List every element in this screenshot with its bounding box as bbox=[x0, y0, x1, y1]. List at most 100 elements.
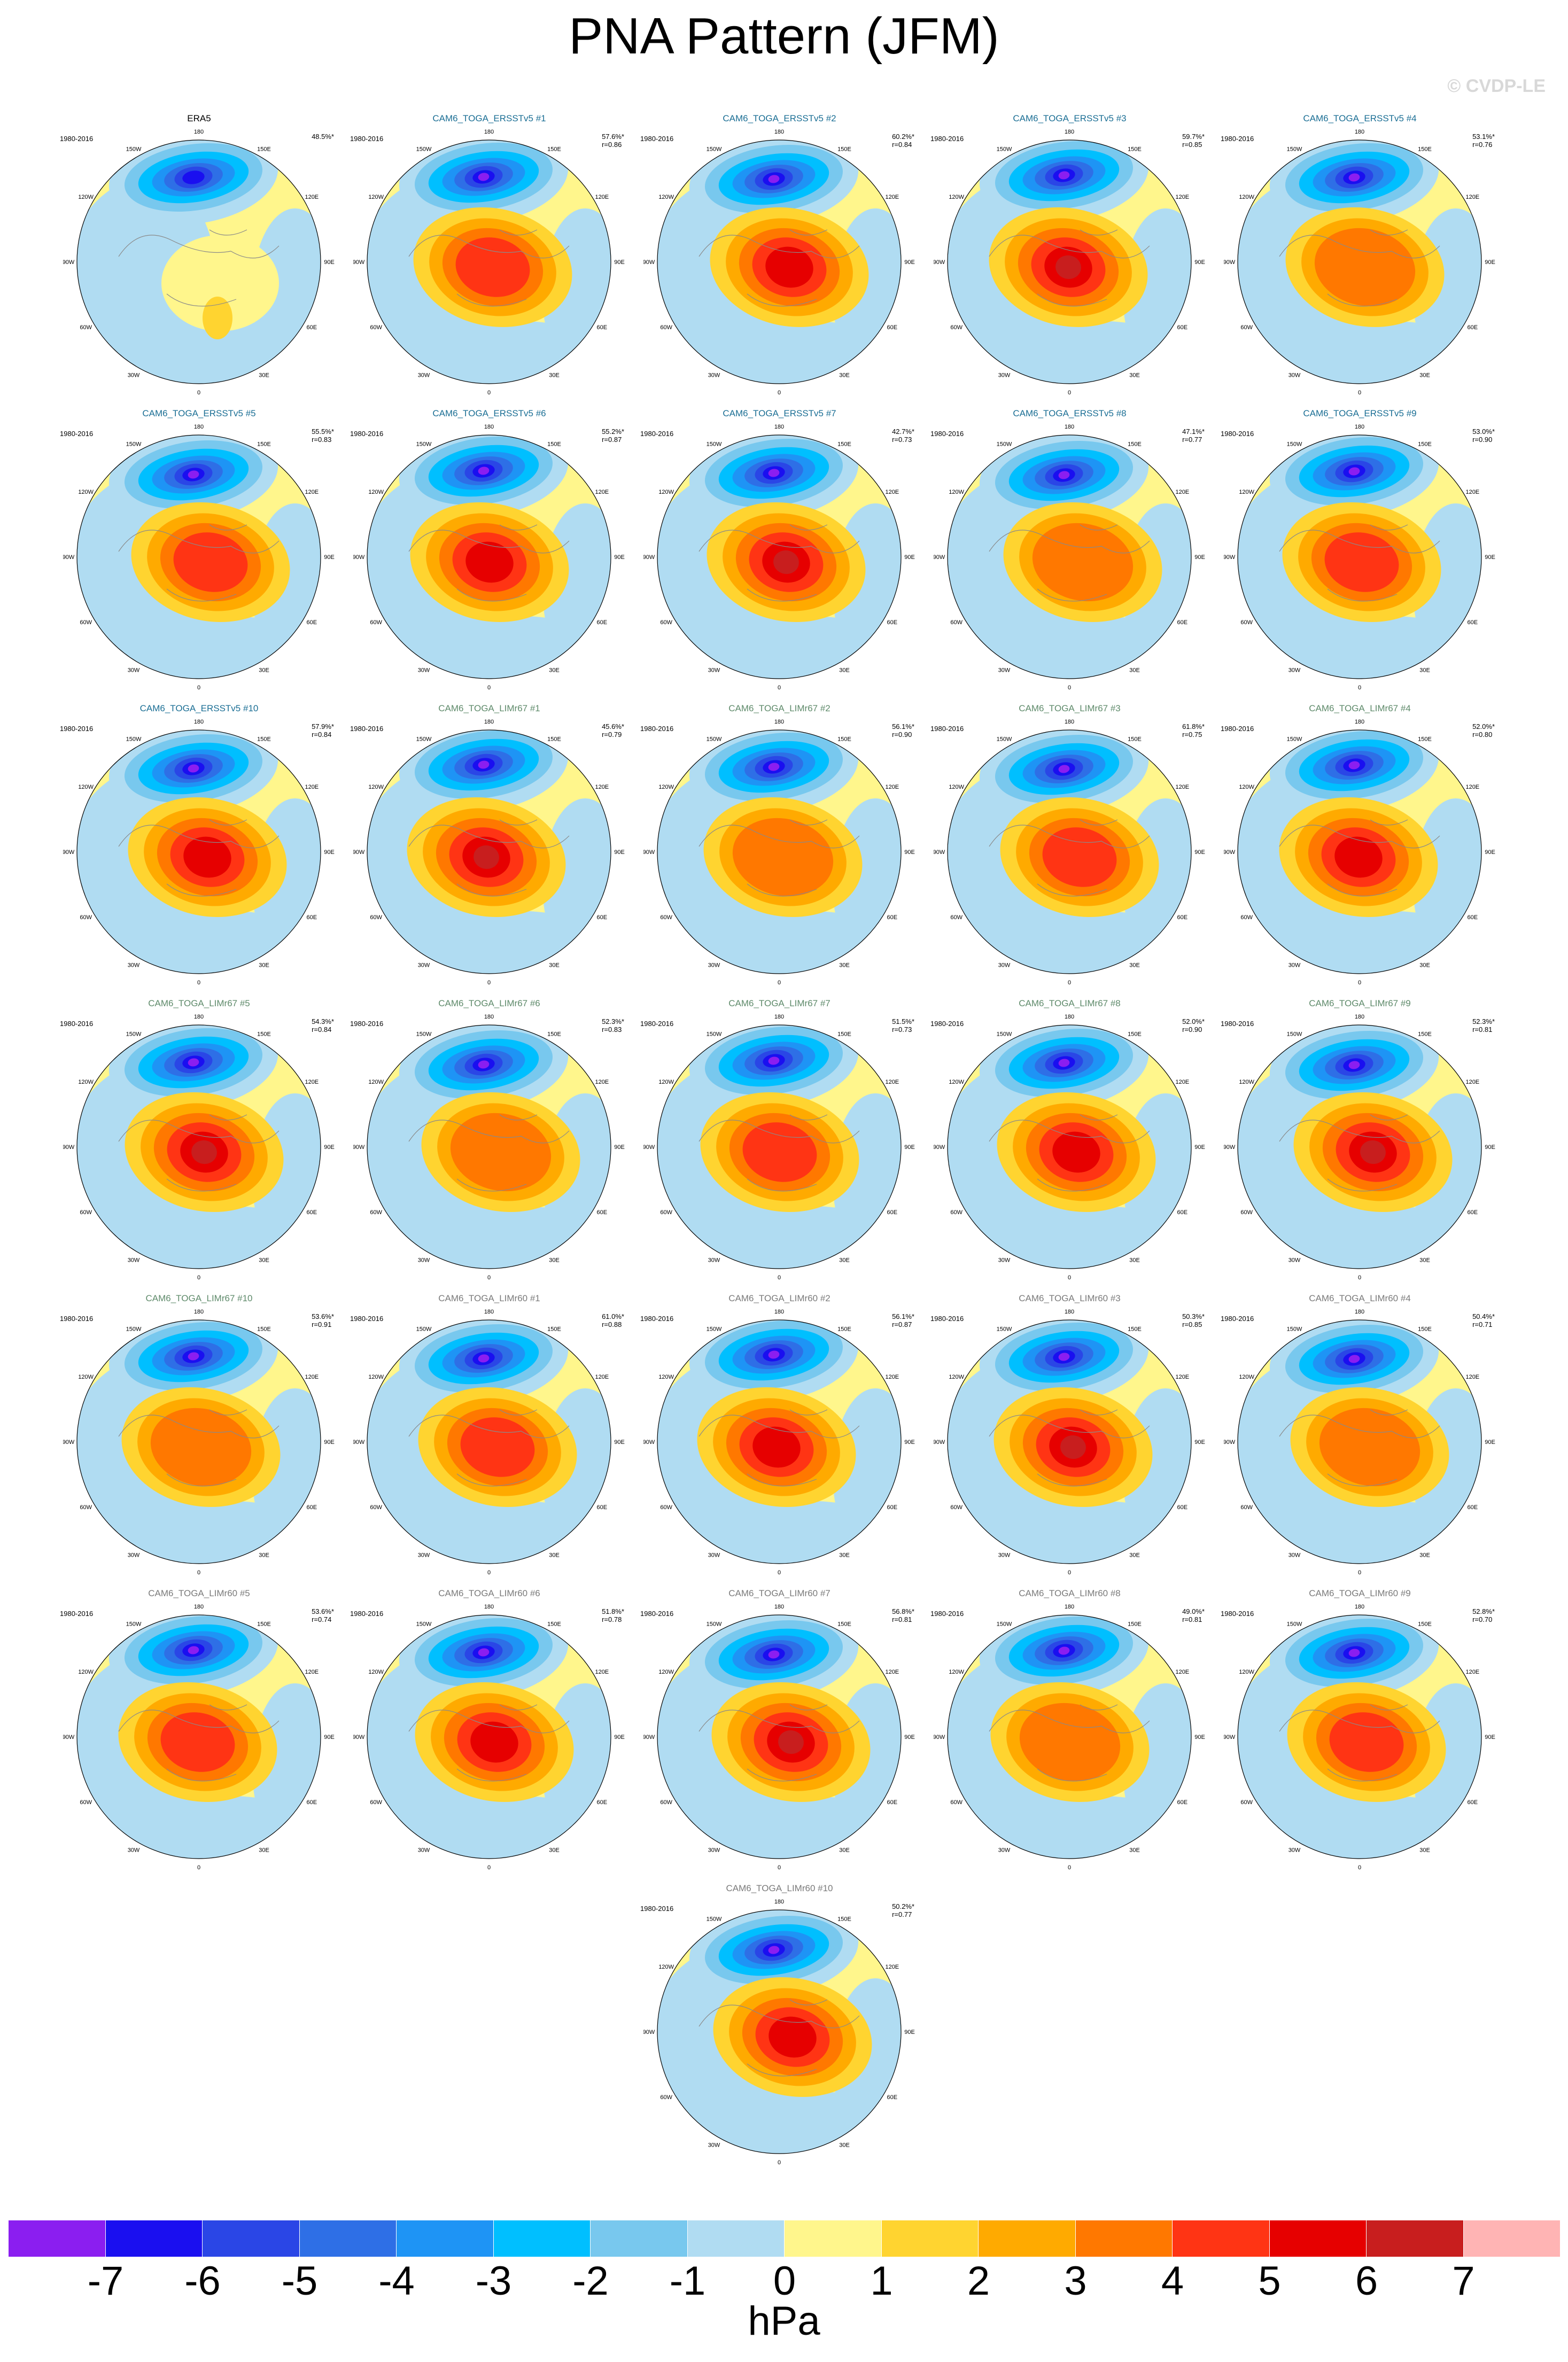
longitude-label: 120E bbox=[885, 1669, 899, 1675]
coastline bbox=[1279, 1409, 1440, 1487]
longitude-label: 30E bbox=[839, 962, 850, 968]
map-boundary bbox=[657, 434, 902, 679]
longitude-label: 150E bbox=[1418, 1031, 1432, 1038]
high-pressure-contour bbox=[1032, 523, 1134, 602]
longitude-label: 60E bbox=[1177, 1504, 1188, 1511]
polar-map: 180 150E 120E 90E 60E 30E 0 30W 60W 90W 120W 150W bbox=[63, 424, 335, 691]
panel-title: CAM6_TOGA_LIMr67 #6 bbox=[438, 998, 540, 1008]
longitude-label: 0 bbox=[778, 685, 781, 691]
coastline bbox=[118, 1409, 280, 1487]
longitude-label: 90E bbox=[904, 259, 915, 266]
variance-explained: 52.3%* bbox=[1472, 1017, 1495, 1025]
longitude-label: 60W bbox=[660, 324, 672, 331]
low-pressure-contour bbox=[188, 1058, 199, 1067]
longitude-label: 180 bbox=[774, 1604, 784, 1610]
panel-title: CAM6_TOGA_LIMr60 #4 bbox=[1309, 1293, 1411, 1303]
longitude-label: 90W bbox=[353, 259, 365, 266]
polar-map: 180 150E 120E 90E 60E 30E 0 30W 60W 90W 120W 150W bbox=[643, 1014, 915, 1281]
longitude-label: 150E bbox=[547, 1031, 561, 1038]
longitude-label: 90W bbox=[1224, 1439, 1236, 1446]
coastline bbox=[1279, 229, 1440, 307]
panel-years: 1980-2016 bbox=[930, 135, 964, 143]
longitude-label: 150W bbox=[416, 1326, 432, 1333]
longitude-label: 30E bbox=[1419, 1847, 1430, 1853]
map-panel: 180 150E 120E 90E 60E 30E 0 30W 60W 90W 120W 150W CA… bbox=[924, 113, 1215, 405]
longitude-label: 90W bbox=[1224, 849, 1236, 856]
pattern-correlation: r=0.90 bbox=[892, 731, 912, 739]
longitude-label: 30E bbox=[549, 1552, 560, 1558]
panel-stats: 50.4%* r=0.71 bbox=[1472, 1312, 1495, 1328]
longitude-label: 90E bbox=[614, 554, 625, 561]
panel-title: CAM6_TOGA_ERSSTv5 #4 bbox=[1303, 113, 1417, 123]
longitude-label: 90E bbox=[614, 849, 625, 856]
variance-explained: 52.0%* bbox=[1182, 1017, 1205, 1025]
longitude-label: 150W bbox=[1287, 736, 1302, 743]
longitude-label: 120E bbox=[1465, 784, 1479, 790]
polar-map: 180 150E 120E 90E 60E 30E 0 30W 60W 90W 120W 150W bbox=[1224, 129, 1495, 396]
longitude-label: 30W bbox=[128, 1847, 140, 1853]
low-pressure-contour bbox=[478, 1354, 490, 1363]
low-pressure-contour bbox=[768, 1946, 780, 1954]
longitude-label: 30E bbox=[1419, 1552, 1430, 1558]
polar-map: 180 150E 120E 90E 60E 30E 0 30W 60W 90W 120W 150W bbox=[643, 1899, 915, 2166]
map-boundary bbox=[947, 1024, 1192, 1269]
longitude-label: 120E bbox=[595, 194, 609, 200]
longitude-label: 120W bbox=[368, 1374, 384, 1380]
panel-title: CAM6_TOGA_LIMr67 #4 bbox=[1309, 703, 1411, 713]
longitude-label: 60W bbox=[1240, 619, 1253, 626]
colorbar-tick-label: -6 bbox=[184, 2258, 221, 2304]
panel-years: 1980-2016 bbox=[60, 1315, 94, 1323]
polar-map: 180 150E 120E 90E 60E 30E 0 30W 60W 90W 120W 150W bbox=[353, 719, 625, 986]
panel-title: CAM6_TOGA_LIMr60 #10 bbox=[726, 1883, 833, 1893]
map-panel: 180 150E 120E 90E 60E 30E 0 30W 60W 90W 120W 150W CA… bbox=[344, 998, 635, 1289]
longitude-label: 30W bbox=[708, 667, 720, 673]
panel-title: CAM6_TOGA_ERSSTv5 #6 bbox=[432, 408, 546, 418]
longitude-label: 30E bbox=[259, 372, 269, 378]
colorbar-swatch bbox=[299, 2220, 397, 2257]
map-panel: 180 150E 120E 90E 60E 30E 0 30W 60W 90W 120W 150W CA… bbox=[634, 998, 925, 1289]
map-panel: 180 150E 120E 90E 60E 30E 0 30W 60W 90W 120W 150W CA… bbox=[53, 1588, 345, 1879]
low-pressure-contour bbox=[1348, 761, 1360, 770]
variance-explained: 61.0%* bbox=[602, 1312, 624, 1320]
panel-years: 1980-2016 bbox=[640, 1610, 674, 1618]
longitude-label: 30E bbox=[259, 667, 269, 673]
polar-map: 180 150E 120E 90E 60E 30E 0 30W 60W 90W 120W 150W bbox=[63, 1014, 335, 1281]
high-pressure-contour bbox=[1055, 255, 1081, 279]
longitude-label: 0 bbox=[197, 1275, 200, 1281]
longitude-label: 150E bbox=[1128, 1326, 1142, 1333]
longitude-label: 60E bbox=[1177, 324, 1188, 331]
panel-years: 1980-2016 bbox=[930, 1610, 964, 1618]
panel-title: CAM6_TOGA_ERSSTv5 #1 bbox=[432, 113, 546, 123]
longitude-label: 150E bbox=[1128, 1031, 1142, 1038]
pattern-correlation: r=0.78 bbox=[602, 1615, 622, 1623]
longitude-label: 90W bbox=[643, 1144, 655, 1151]
longitude-label: 150E bbox=[1128, 441, 1142, 448]
longitude-label: 150W bbox=[997, 1031, 1012, 1038]
longitude-label: 150E bbox=[837, 736, 851, 743]
high-pressure-contour bbox=[732, 818, 834, 897]
longitude-label: 180 bbox=[1065, 1014, 1074, 1020]
map-panel: 180 150E 120E 90E 60E 30E 0 30W 60W 90W 120W 150W CA… bbox=[53, 1293, 345, 1584]
map-panel: 180 150E 120E 90E 60E 30E 0 30W 60W 90W 120W 150W CA… bbox=[924, 703, 1215, 994]
colorbar-tick-label: -7 bbox=[87, 2258, 124, 2304]
longitude-label: 90E bbox=[1485, 1144, 1495, 1151]
panel-stats: 50.3%* r=0.85 bbox=[1182, 1312, 1205, 1328]
longitude-label: 150E bbox=[837, 1326, 851, 1333]
longitude-label: 150E bbox=[837, 1916, 851, 1923]
pattern-correlation: r=0.75 bbox=[1182, 731, 1202, 739]
colorbar-swatch bbox=[105, 2220, 203, 2257]
longitude-label: 0 bbox=[1068, 1570, 1071, 1576]
longitude-label: 60W bbox=[370, 1209, 382, 1216]
longitude-label: 30E bbox=[549, 372, 560, 378]
longitude-label: 180 bbox=[194, 424, 204, 430]
longitude-label: 90E bbox=[614, 1734, 625, 1741]
longitude-label: 120E bbox=[305, 1079, 319, 1085]
longitude-label: 60W bbox=[660, 619, 672, 626]
map-boundary bbox=[657, 1909, 902, 2154]
longitude-label: 60E bbox=[1468, 1799, 1478, 1806]
coastline bbox=[118, 229, 280, 307]
map-panel: 180 150E 120E 90E 60E 30E 0 30W 60W 90W 120W 150W CA… bbox=[1214, 998, 1505, 1289]
longitude-label: 120W bbox=[949, 194, 964, 200]
map-panel: 180 150E 120E 90E 60E 30E 0 30W 60W 90W 120W 150W CA… bbox=[634, 1293, 925, 1584]
panel-years: 1980-2016 bbox=[60, 1020, 94, 1028]
